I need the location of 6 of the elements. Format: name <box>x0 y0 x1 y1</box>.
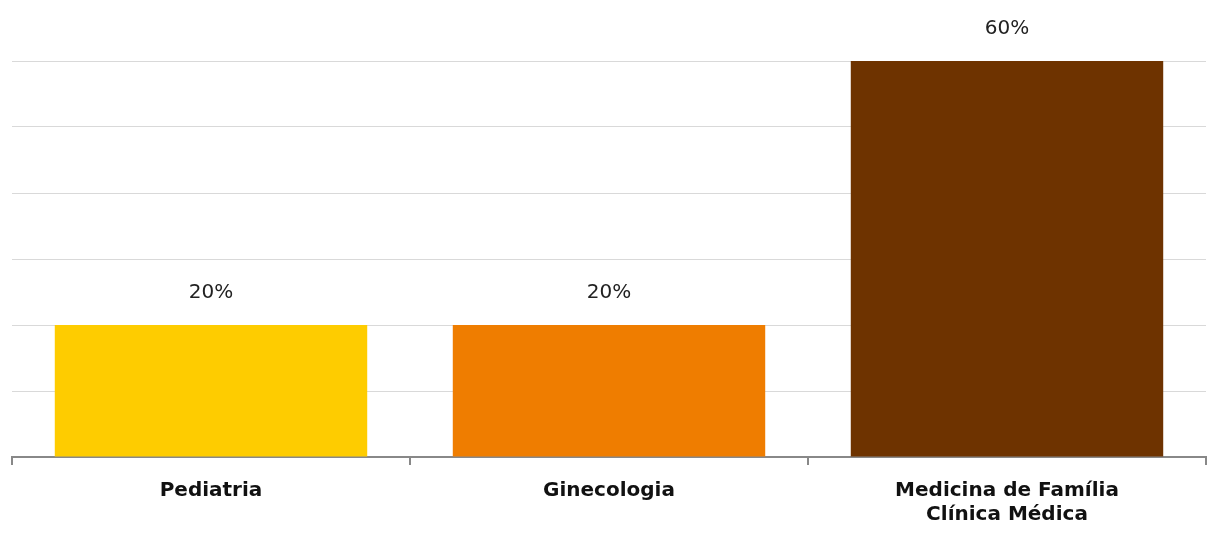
x-tick-label: Ginecologia <box>543 477 675 502</box>
data-label: 20% <box>188 279 234 304</box>
x-tick-label: Medicina de Família Clínica Médica <box>895 477 1119 526</box>
data-label: 20% <box>586 279 632 304</box>
x-tick-label: Pediatria <box>159 477 263 502</box>
data-label: 60% <box>984 15 1030 40</box>
